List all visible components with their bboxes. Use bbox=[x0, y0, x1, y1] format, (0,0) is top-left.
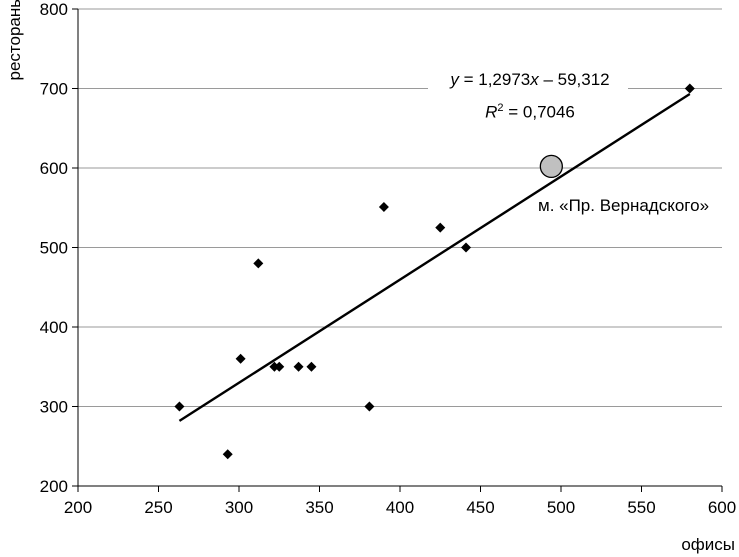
equation-line: y = 1,2973x – 59,312 bbox=[430, 66, 630, 94]
data-point bbox=[174, 401, 185, 412]
r2-line: R2 = 0,7046 bbox=[430, 94, 630, 127]
r2-value: = 0,7046 bbox=[503, 102, 575, 122]
y-tick-label: 600 bbox=[40, 159, 68, 178]
data-point bbox=[222, 449, 233, 460]
x-tick-label: 550 bbox=[627, 498, 655, 517]
trendline bbox=[178, 80, 691, 422]
data-point bbox=[378, 201, 389, 212]
y-tick-label: 500 bbox=[40, 239, 68, 258]
data-point bbox=[306, 361, 317, 372]
trendline-equation: y = 1,2973x – 59,312 R2 = 0,7046 bbox=[430, 66, 630, 127]
highlight-annotation: м. «Пр. Вернадского» bbox=[538, 196, 710, 215]
x-tick-labels: 200 250 300 350 400 450 500 550 600 bbox=[64, 498, 736, 517]
data-point bbox=[684, 83, 695, 94]
data-point bbox=[235, 353, 246, 364]
equation-intercept: – 59,312 bbox=[538, 70, 610, 89]
highlight-point bbox=[539, 154, 563, 179]
y-tick-label: 400 bbox=[40, 318, 68, 337]
y-tick-label: 300 bbox=[40, 398, 68, 417]
x-tick-label: 300 bbox=[225, 498, 253, 517]
equation-x: x bbox=[530, 70, 539, 89]
x-axis-label: офисы bbox=[681, 535, 735, 554]
equation-background bbox=[428, 80, 628, 94]
highlight-marker bbox=[539, 154, 563, 179]
data-point bbox=[461, 242, 472, 253]
r2-superscript: 2 bbox=[497, 102, 504, 114]
y-tick-label: 700 bbox=[40, 80, 68, 99]
y-tick-label: 800 bbox=[40, 0, 68, 19]
axes bbox=[72, 8, 723, 492]
data-point bbox=[293, 361, 304, 372]
y-tick-label: 200 bbox=[40, 477, 68, 496]
trendline-path bbox=[178, 92, 691, 422]
gridlines bbox=[78, 8, 722, 407]
x-tick-label: 350 bbox=[305, 498, 333, 517]
x-tick-label: 250 bbox=[144, 498, 172, 517]
x-tick-label: 200 bbox=[64, 498, 92, 517]
equation-coef: = 1,2973 bbox=[458, 70, 531, 89]
data-point bbox=[253, 258, 264, 269]
x-tick-label: 400 bbox=[386, 498, 414, 517]
data-point bbox=[364, 401, 375, 412]
data-point bbox=[435, 222, 446, 233]
data-point bbox=[274, 361, 285, 372]
x-tick-label: 600 bbox=[708, 498, 736, 517]
y-tick-labels: 200 300 400 500 600 700 800 bbox=[40, 0, 68, 496]
equation-y: y bbox=[450, 70, 459, 89]
y-axis-label: рестораны bbox=[5, 0, 24, 81]
x-tick-label: 450 bbox=[466, 498, 494, 517]
data-points bbox=[174, 83, 695, 460]
x-tick-label: 500 bbox=[547, 498, 575, 517]
r2-symbol: R bbox=[485, 102, 498, 122]
